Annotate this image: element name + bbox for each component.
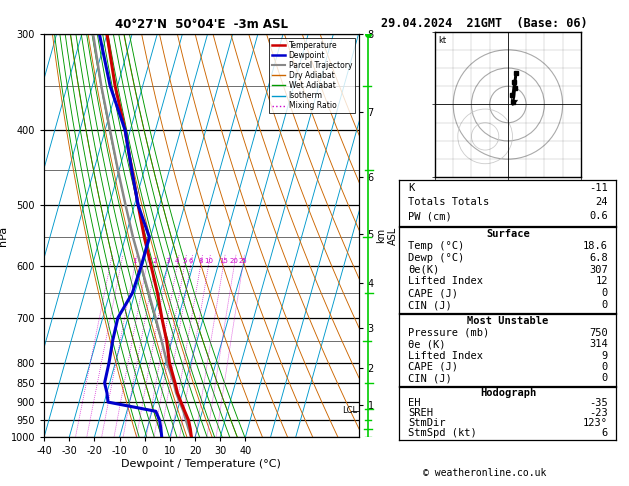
- Y-axis label: km
ASL: km ASL: [377, 226, 398, 245]
- Text: 5: 5: [182, 258, 187, 264]
- Text: 0: 0: [601, 362, 608, 372]
- Text: 0: 0: [601, 288, 608, 298]
- Text: 6.8: 6.8: [589, 253, 608, 263]
- Text: 4: 4: [175, 258, 179, 264]
- X-axis label: Dewpoint / Temperature (°C): Dewpoint / Temperature (°C): [121, 459, 281, 469]
- Text: 12: 12: [595, 277, 608, 286]
- Text: 3: 3: [165, 258, 170, 264]
- Text: 6: 6: [601, 428, 608, 438]
- Text: CAPE (J): CAPE (J): [408, 288, 458, 298]
- Text: LCL: LCL: [342, 406, 357, 415]
- Text: 9: 9: [601, 350, 608, 361]
- Text: EH: EH: [408, 398, 421, 408]
- Text: 24: 24: [595, 197, 608, 207]
- Text: 0: 0: [601, 300, 608, 310]
- Text: 750: 750: [589, 328, 608, 338]
- Text: 25: 25: [238, 258, 247, 264]
- Text: 307: 307: [589, 264, 608, 275]
- Text: PW (cm): PW (cm): [408, 211, 452, 221]
- Text: SREH: SREH: [408, 408, 433, 418]
- Text: Lifted Index: Lifted Index: [408, 277, 483, 286]
- Text: 0: 0: [601, 373, 608, 383]
- Text: Temp (°C): Temp (°C): [408, 241, 464, 251]
- Text: Hodograph: Hodograph: [480, 388, 536, 399]
- Text: 1: 1: [133, 258, 137, 264]
- Text: 10: 10: [204, 258, 213, 264]
- Text: Dewp (°C): Dewp (°C): [408, 253, 464, 263]
- Text: Surface: Surface: [486, 229, 530, 239]
- Text: 8: 8: [198, 258, 203, 264]
- Text: 29.04.2024  21GMT  (Base: 06): 29.04.2024 21GMT (Base: 06): [381, 17, 587, 30]
- Text: θe(K): θe(K): [408, 264, 439, 275]
- Text: © weatheronline.co.uk: © weatheronline.co.uk: [423, 469, 546, 478]
- Text: kt: kt: [438, 36, 446, 45]
- Text: K: K: [408, 183, 415, 193]
- Text: CIN (J): CIN (J): [408, 373, 452, 383]
- Y-axis label: hPa: hPa: [0, 226, 8, 246]
- Text: Most Unstable: Most Unstable: [467, 316, 548, 326]
- Text: StmSpd (kt): StmSpd (kt): [408, 428, 477, 438]
- Text: -11: -11: [589, 183, 608, 193]
- Text: Lifted Index: Lifted Index: [408, 350, 483, 361]
- Text: CAPE (J): CAPE (J): [408, 362, 458, 372]
- Text: 18.6: 18.6: [582, 241, 608, 251]
- Legend: Temperature, Dewpoint, Parcel Trajectory, Dry Adiabat, Wet Adiabat, Isotherm, Mi: Temperature, Dewpoint, Parcel Trajectory…: [269, 38, 355, 113]
- Text: 123°: 123°: [582, 418, 608, 428]
- Text: -35: -35: [589, 398, 608, 408]
- Text: Pressure (mb): Pressure (mb): [408, 328, 489, 338]
- Text: Totals Totals: Totals Totals: [408, 197, 489, 207]
- Text: CIN (J): CIN (J): [408, 300, 452, 310]
- Text: StmDir: StmDir: [408, 418, 445, 428]
- Text: 2: 2: [153, 258, 157, 264]
- Text: -23: -23: [589, 408, 608, 418]
- Text: 15: 15: [219, 258, 228, 264]
- Text: 20: 20: [230, 258, 238, 264]
- Text: θe (K): θe (K): [408, 339, 445, 349]
- Title: 40°27'N  50°04'E  -3m ASL: 40°27'N 50°04'E -3m ASL: [114, 18, 288, 32]
- Text: 314: 314: [589, 339, 608, 349]
- Text: 0.6: 0.6: [589, 211, 608, 221]
- Text: 6: 6: [188, 258, 192, 264]
